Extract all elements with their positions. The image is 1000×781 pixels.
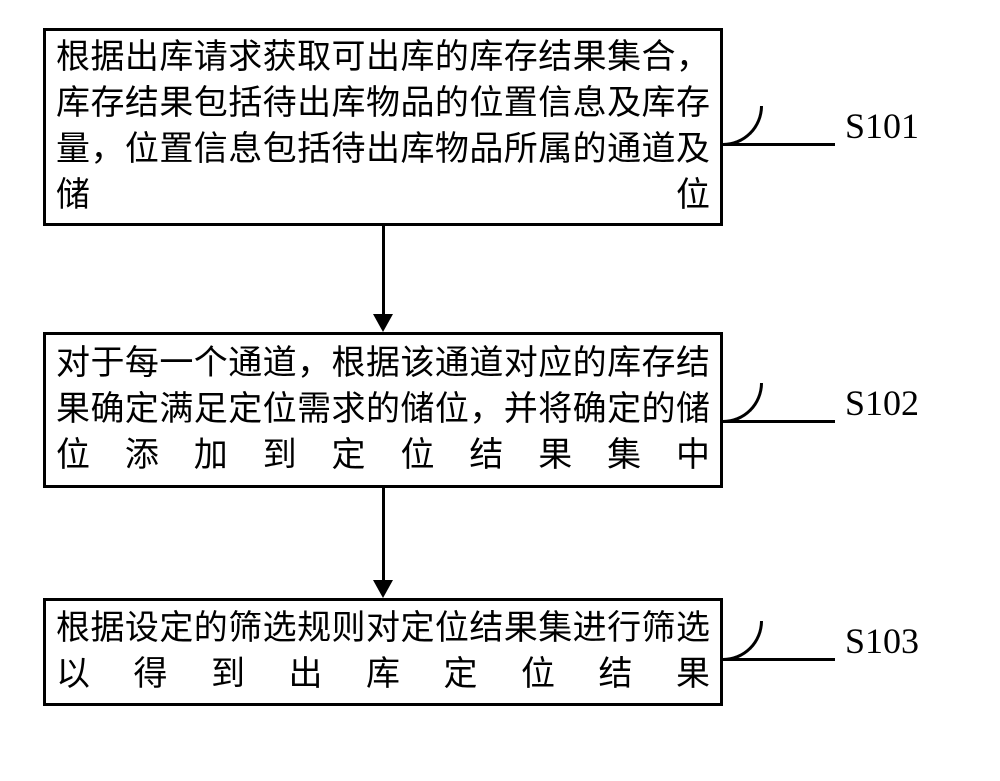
- step-box-1: 根据出库请求获取可出库的库存结果集合，库存结果包括待出库物品的位置信息及库存量，…: [43, 28, 723, 226]
- step-text-3: 根据设定的筛选规则对定位结果集进行筛选以得到出库定位结果: [56, 606, 710, 698]
- arrow-2-line: [382, 488, 385, 580]
- flowchart-canvas: 根据出库请求获取可出库的库存结果集合，库存结果包括待出库物品的位置信息及库存量，…: [0, 0, 1000, 781]
- step-label-2: S102: [845, 382, 919, 424]
- callout-line-3: [723, 658, 835, 661]
- step-text-1: 根据出库请求获取可出库的库存结果集合，库存结果包括待出库物品的位置信息及库存量，…: [56, 35, 710, 219]
- callout-line-1: [723, 143, 835, 146]
- arrow-1-head: [373, 314, 393, 332]
- arrow-2-head: [373, 580, 393, 598]
- step-label-3: S103: [845, 620, 919, 662]
- step-box-2: 对于每一个通道，根据该通道对应的库存结果确定满足定位需求的储位，并将确定的储位添…: [43, 332, 723, 488]
- step-text-2: 对于每一个通道，根据该通道对应的库存结果确定满足定位需求的储位，并将确定的储位添…: [56, 341, 710, 479]
- callout-curve-2: [723, 383, 763, 423]
- step-label-1: S101: [845, 105, 919, 147]
- callout-line-2: [723, 420, 835, 423]
- arrow-1-line: [382, 226, 385, 314]
- callout-curve-3: [723, 621, 763, 661]
- step-box-3: 根据设定的筛选规则对定位结果集进行筛选以得到出库定位结果: [43, 598, 723, 706]
- callout-curve-1: [723, 106, 763, 146]
